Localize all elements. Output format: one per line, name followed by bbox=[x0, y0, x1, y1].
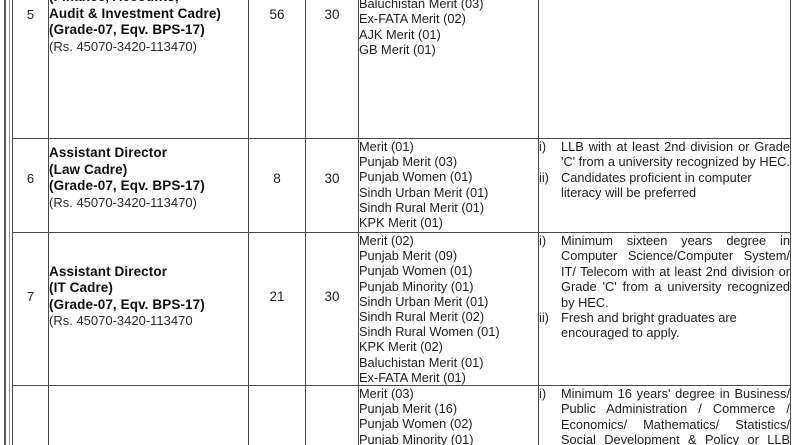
post-pay-scale: (Rs. 45070-3420-113470) bbox=[49, 38, 197, 54]
quota-item: Sindh Rural Merit (02) bbox=[359, 309, 485, 325]
quota-item: Merit (03) bbox=[359, 386, 414, 402]
quota-item: Punjab Minority (01) bbox=[359, 278, 474, 294]
post-title-line: (Finance, Accounts, bbox=[49, 0, 248, 6]
table-row: 7 Assistant Director (IT Cadre) (Grade-0… bbox=[12, 231, 791, 387]
quota-item: Sindh Rural Merit (01) bbox=[359, 199, 485, 215]
post-title-line: (Law Cadre) bbox=[49, 161, 128, 177]
max-age-value: 30 bbox=[324, 170, 340, 186]
table-row: 6 Assistant Director (Law Cadre) (Grade-… bbox=[12, 138, 791, 233]
quota-item: Ex-FATA Merit (02) bbox=[359, 11, 466, 27]
row-serial-number-cell: 6 bbox=[12, 138, 49, 233]
quota-item: Merit (02) bbox=[359, 233, 414, 248]
quota-distribution-cell: Punjab Minority (01) Sindh Urban Merit (… bbox=[358, 0, 539, 139]
post-title-cell: Assistant Director (Finance, Accounts, A… bbox=[48, 0, 249, 139]
quota-distribution-cell: Merit (02) Punjab Merit (09) Punjab Wome… bbox=[358, 231, 539, 387]
quota-item: Merit (01) bbox=[359, 139, 414, 154]
max-age-value: 30 bbox=[324, 289, 340, 304]
quota-item: Punjab Women (01) bbox=[359, 263, 473, 279]
vacancies-count: 21 bbox=[269, 289, 285, 304]
criteria-text: Minimum 16 years' degree in Business/ Pu… bbox=[561, 386, 790, 445]
post-title-cell: Executive Officer (Operations Cadre) bbox=[48, 385, 249, 445]
vacancies-count-cell bbox=[248, 385, 306, 445]
max-age-cell bbox=[305, 385, 359, 445]
vacancies-count-cell: 21 bbox=[248, 231, 306, 387]
quota-item: Sindh Urban Merit (01) bbox=[359, 184, 489, 200]
criteria-text: Minimum sixteen years degree in Computer… bbox=[561, 233, 790, 310]
quota-item: Punjab Merit (09) bbox=[359, 248, 458, 264]
post-pay-scale: (Rs. 45070-3420-113470) bbox=[49, 194, 197, 210]
eligibility-criteria-cell: i) Minimum sixteen years degree in Compu… bbox=[538, 231, 791, 387]
quota-distribution-cell: Merit (01) Punjab Merit (03) Punjab Wome… bbox=[358, 138, 539, 233]
criteria-text: LLB with at least 2nd division or Grade … bbox=[561, 139, 790, 170]
quota-item: GB Merit (01) bbox=[359, 41, 436, 57]
criteria-item: ii) Candidates proficient in computer li… bbox=[539, 170, 790, 201]
criteria-text: Fresh and bright graduates are encourage… bbox=[561, 310, 737, 341]
criteria-item: ii) Fresh and bright graduates are encou… bbox=[539, 310, 790, 341]
vacancies-count-cell: 56 bbox=[248, 0, 306, 139]
quota-item: AJK Merit (01) bbox=[359, 26, 441, 42]
post-title-line: (IT Cadre) bbox=[49, 280, 114, 295]
table-row: Executive Officer (Operations Cadre) Mer… bbox=[12, 385, 791, 445]
criteria-marker: i) bbox=[539, 233, 547, 248]
max-age-cell: 30 bbox=[305, 0, 359, 139]
row-serial-number: 5 bbox=[26, 6, 35, 22]
post-grade-line: (Grade-07, Eqv. BPS-17) bbox=[49, 178, 205, 193]
quota-item: Punjab Merit (03) bbox=[359, 154, 458, 170]
max-age-cell: 30 bbox=[305, 138, 359, 233]
quota-item: Baluchistan Merit (01) bbox=[359, 354, 484, 370]
quota-item: KPK Merit (02) bbox=[359, 339, 443, 355]
criteria-marker: ii) bbox=[539, 310, 549, 326]
post-title-line: Assistant Director bbox=[49, 145, 168, 160]
post-grade-line: (Grade-07, Eqv. BPS-17) bbox=[49, 22, 205, 38]
vacancies-count-cell: 8 bbox=[248, 138, 306, 233]
criteria-item: i) LLB with at least 2nd division or Gra… bbox=[539, 139, 790, 170]
recruitment-posts-table: 5 Assistant Director (Finance, Accounts,… bbox=[12, 0, 791, 445]
page-edge-rule-outer bbox=[4, 0, 6, 445]
quota-distribution-cell: Merit (03) Punjab Merit (16) Punjab Wome… bbox=[358, 385, 539, 445]
quota-item: Punjab Merit (16) bbox=[359, 401, 458, 417]
post-title-line: Assistant Director bbox=[49, 263, 168, 279]
eligibility-criteria-cell: i) Minimum 16 years' degree in Business/… bbox=[538, 385, 791, 445]
max-age-cell: 30 bbox=[305, 231, 359, 387]
eligibility-criteria-cell: HEC or CA/CMA/ACCA ii) Candidates profic… bbox=[538, 0, 791, 139]
page-edge-rule-inner bbox=[9, 0, 10, 445]
row-serial-number-cell: 5 bbox=[12, 0, 49, 139]
quota-item: Baluchistan Merit (03) bbox=[359, 0, 484, 12]
criteria-marker: i) bbox=[539, 139, 547, 154]
criteria-text: Candidates proficient in computer litera… bbox=[561, 169, 752, 201]
quota-item: Ex-FATA Merit (01) bbox=[359, 369, 466, 385]
post-title-cell: Assistant Director (IT Cadre) (Grade-07,… bbox=[48, 231, 249, 387]
quota-item: Sindh Urban Merit (01) bbox=[359, 293, 489, 309]
criteria-marker: ii) bbox=[539, 169, 549, 185]
criteria-item: i) Minimum sixteen years degree in Compu… bbox=[539, 233, 790, 310]
quota-item: KPK Merit (01) bbox=[359, 215, 443, 231]
criteria-marker: i) bbox=[539, 386, 547, 402]
post-grade-line: (Grade-07, Eqv. BPS-17) bbox=[49, 296, 205, 312]
quota-item: Punjab Women (01) bbox=[359, 169, 473, 185]
row-serial-number-cell: 7 bbox=[12, 231, 49, 387]
quota-item: Sindh Rural Women (01) bbox=[359, 324, 500, 340]
row-serial-number: 6 bbox=[26, 170, 35, 186]
post-title-line: Audit & Investment Cadre) bbox=[49, 5, 222, 21]
max-age-value: 30 bbox=[324, 6, 340, 22]
row-serial-number-cell bbox=[12, 385, 49, 445]
post-pay-scale: (Rs. 45070-3420-113470 bbox=[49, 313, 193, 328]
post-title-cell: Assistant Director (Law Cadre) (Grade-07… bbox=[48, 138, 249, 233]
vacancies-count: 56 bbox=[269, 6, 285, 22]
table-row: 5 Assistant Director (Finance, Accounts,… bbox=[12, 0, 791, 139]
quota-item: Punjab Minority (01) bbox=[359, 431, 474, 445]
row-serial-number: 7 bbox=[26, 289, 35, 304]
quota-item: Punjab Women (02) bbox=[359, 416, 473, 432]
vacancies-count: 8 bbox=[273, 170, 281, 186]
eligibility-criteria-cell: i) LLB with at least 2nd division or Gra… bbox=[538, 138, 791, 233]
criteria-item: i) Minimum 16 years' degree in Business/… bbox=[539, 386, 790, 445]
